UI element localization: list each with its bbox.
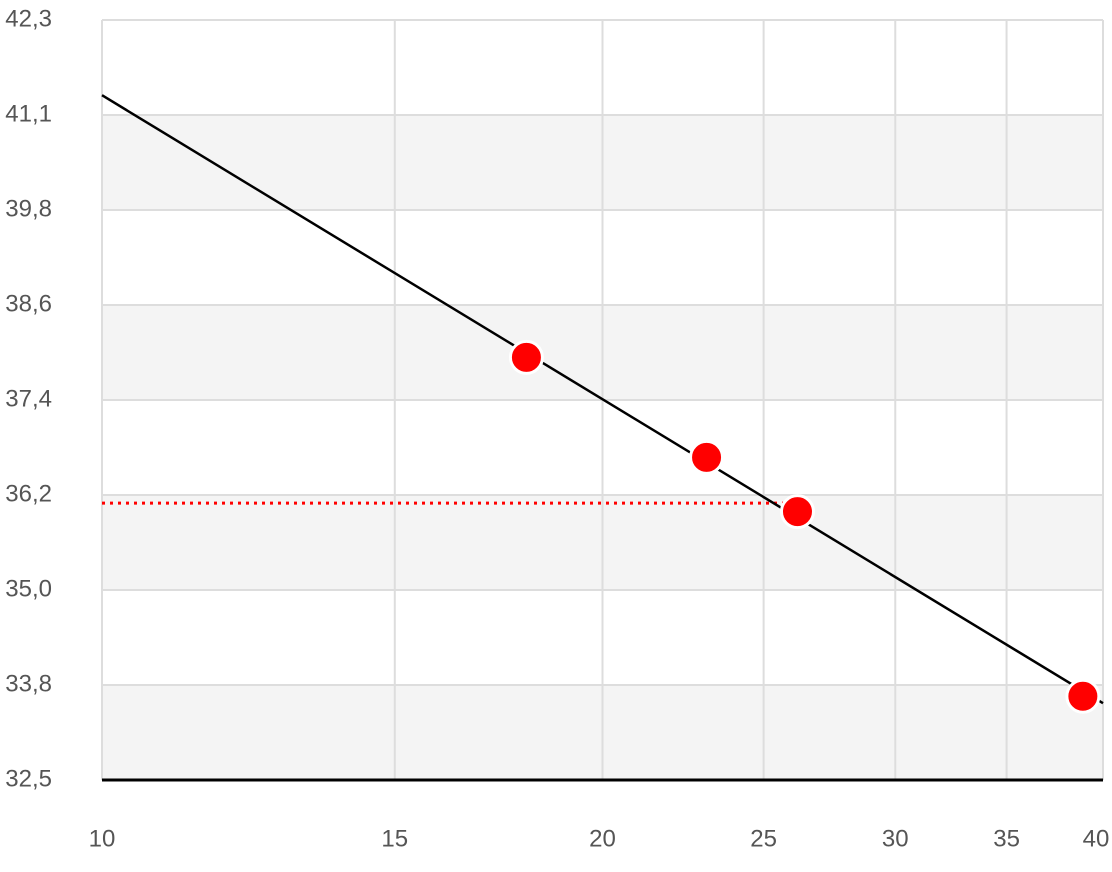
y-tick-label: 36,2 (5, 480, 52, 507)
y-tick-label: 35,0 (5, 575, 52, 602)
x-tick-label: 35 (993, 825, 1020, 852)
y-tick-label: 37,4 (5, 385, 52, 412)
data-point (689, 439, 725, 475)
y-tick-label: 38,6 (5, 290, 52, 317)
y-tick-label: 33,8 (5, 670, 52, 697)
y-tick-label: 42,3 (5, 5, 52, 32)
data-point (779, 494, 815, 530)
x-tick-label: 30 (882, 825, 909, 852)
data-point (1065, 678, 1101, 714)
y-tick-label: 41,1 (5, 100, 52, 127)
x-tick-label: 10 (89, 825, 116, 852)
x-tick-label: 20 (589, 825, 616, 852)
y-tick-label: 32,5 (5, 765, 52, 792)
x-tick-label: 15 (381, 825, 408, 852)
trend-line (101, 94, 1104, 705)
y-tick-label: 39,8 (5, 195, 52, 222)
x-tick-label: 40 (1083, 825, 1110, 852)
data-point (508, 339, 544, 375)
x-tick-label: 25 (750, 825, 777, 852)
